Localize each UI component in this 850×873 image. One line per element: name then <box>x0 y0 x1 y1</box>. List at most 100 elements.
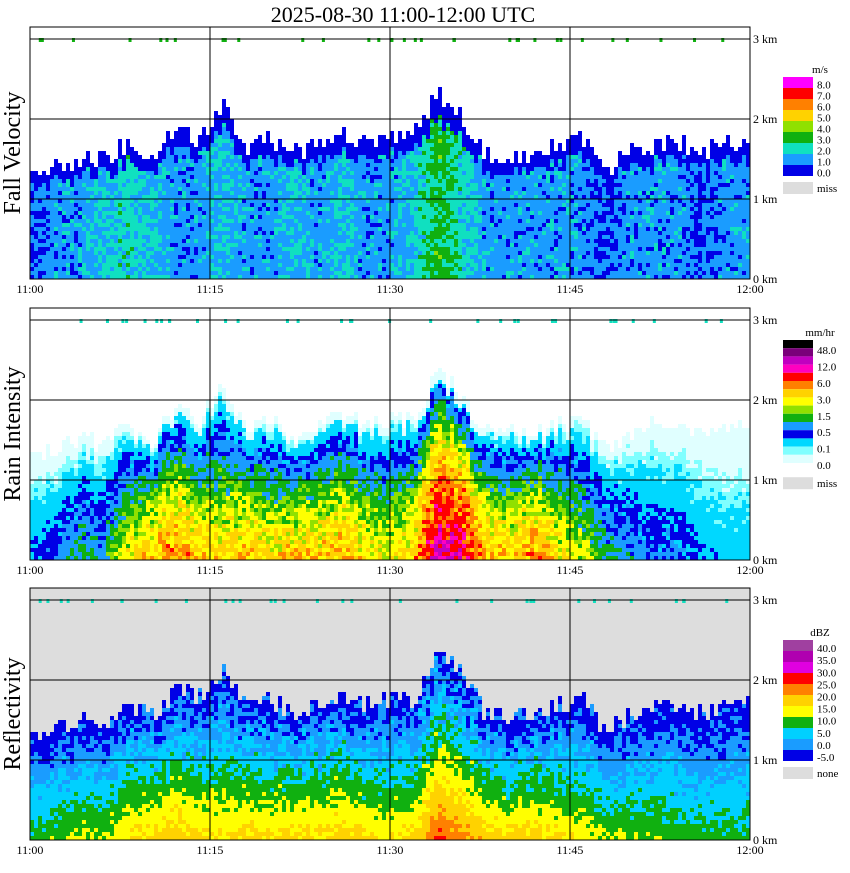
legend-swatch <box>783 640 813 651</box>
y-tick-label: 1 km <box>753 753 778 767</box>
legend-label: 15.0 <box>817 704 837 716</box>
y-axis-title: Rain Intensity <box>0 366 26 501</box>
data-field <box>30 652 750 840</box>
legend-label: 0.1 <box>817 444 831 456</box>
legend-label: 2.0 <box>817 146 831 158</box>
legend-swatch <box>783 143 813 154</box>
legend-swatch <box>783 110 813 121</box>
legend-label: 30.0 <box>817 667 837 679</box>
legend-swatch <box>783 356 813 365</box>
data-field <box>30 368 750 560</box>
grid <box>30 308 750 560</box>
legend-label: -5.0 <box>817 752 835 764</box>
color-legend: mm/hr 48.0 12.0 6.0 3.0 1.5 0.5 0.1 0.0 miss <box>783 327 837 490</box>
x-tick-label: 11:15 <box>197 563 224 577</box>
legend-label: 1.0 <box>817 157 831 169</box>
legend-label: 7.0 <box>817 91 831 103</box>
legend-label: 12.0 <box>817 362 837 374</box>
legend-swatch <box>783 165 813 176</box>
legend-swatch <box>783 717 813 728</box>
legend-swatch <box>783 662 813 673</box>
legend-label: 5.0 <box>817 728 831 740</box>
data-field <box>30 87 750 279</box>
x-tick-label: 11:00 <box>17 843 44 857</box>
x-tick-label: 11:15 <box>197 282 224 296</box>
legend-label: 8.0 <box>817 80 831 92</box>
color-legend: dBZ 40.035.030.025.020.015.010.05.00.0-5.… <box>783 627 839 780</box>
panel-reflectivity: 11:00 11:15 11:30 11:45 12:000 km 1 km 2 km 3 k… <box>0 587 839 857</box>
legend-unit: dBZ <box>810 627 830 639</box>
legend-swatch <box>783 99 813 110</box>
x-tick-label: 11:45 <box>557 282 584 296</box>
x-tick-label: 11:00 <box>17 563 44 577</box>
legend-label: 0.0 <box>817 460 831 472</box>
legend-swatch-missing <box>783 767 813 779</box>
panel-frame <box>29 26 751 280</box>
legend-label: 48.0 <box>817 345 837 357</box>
panel-frame <box>29 307 751 561</box>
legend-swatch <box>783 88 813 99</box>
x-tick-label: 11:45 <box>557 563 584 577</box>
legend-swatch <box>783 430 813 439</box>
y-axis-title: Reflectivity <box>0 657 26 770</box>
legend-label: 6.0 <box>817 378 831 390</box>
y-tick-label: 3 km <box>753 313 778 327</box>
legend-label: 0.5 <box>817 427 831 439</box>
legend-swatch <box>783 389 813 398</box>
x-tick-label: 11:30 <box>377 282 404 296</box>
legend-swatch <box>783 372 813 381</box>
legend-swatch <box>783 413 813 422</box>
x-tick-label: 11:00 <box>17 282 44 296</box>
y-tick-label: 3 km <box>753 593 778 607</box>
legend-swatch <box>783 695 813 706</box>
panel-rain-intensity: 11:00 11:15 11:30 11:45 12:000 km 1 km 2 km 3 k… <box>0 307 837 577</box>
legend-label-missing: miss <box>817 183 837 195</box>
legend-swatch <box>783 684 813 695</box>
legend-label: 5.0 <box>817 113 831 125</box>
high-level-markers <box>38 38 725 42</box>
x-tick-label: 11:30 <box>377 843 404 857</box>
legend-swatch <box>783 651 813 662</box>
legend-label: 3.0 <box>817 135 831 147</box>
y-tick-label: 2 km <box>753 673 778 687</box>
legend-swatch-missing <box>783 182 813 194</box>
legend-label-missing: miss <box>817 478 837 490</box>
legend-swatch <box>783 422 813 431</box>
legend-swatch <box>783 132 813 143</box>
legend-label: 1.5 <box>817 411 831 423</box>
y-tick-label: 2 km <box>753 393 778 407</box>
legend-label: 0.0 <box>817 740 831 752</box>
legend-label: 20.0 <box>817 691 837 703</box>
legend-label: 6.0 <box>817 102 831 114</box>
legend-swatch <box>783 154 813 165</box>
high-level-markers <box>38 599 729 603</box>
x-tick-label: 11:30 <box>377 563 404 577</box>
panel-frame <box>29 587 751 841</box>
legend-label: 4.0 <box>817 124 831 136</box>
y-axis-title: Fall Velocity <box>0 92 26 215</box>
x-tick-label: 12:00 <box>736 282 763 296</box>
legend-swatch <box>783 348 813 357</box>
y-tick-label: 0 km <box>753 833 778 847</box>
legend-swatch <box>783 728 813 739</box>
y-tick-label: 2 km <box>753 112 778 126</box>
legend-label: 10.0 <box>817 716 837 728</box>
legend-swatch <box>783 121 813 132</box>
x-tick-label: 12:00 <box>736 843 763 857</box>
legend-swatch <box>783 381 813 390</box>
high-level-markers <box>79 319 723 323</box>
legend-swatch <box>783 673 813 684</box>
legend-swatch <box>783 463 813 472</box>
y-tick-label: 0 km <box>753 553 778 567</box>
legend-label: 40.0 <box>817 643 837 655</box>
legend-swatch <box>783 706 813 717</box>
legend-unit: m/s <box>812 64 828 76</box>
legend-swatch-missing <box>783 477 813 490</box>
chart-title: 2025-08-30 11:00-12:00 UTC <box>271 2 535 27</box>
legend-swatch <box>783 438 813 447</box>
legend-label: 35.0 <box>817 655 837 667</box>
legend-label: 25.0 <box>817 679 837 691</box>
color-legend: m/s 8.07.06.05.04.03.02.01.00.0 miss <box>783 64 837 195</box>
